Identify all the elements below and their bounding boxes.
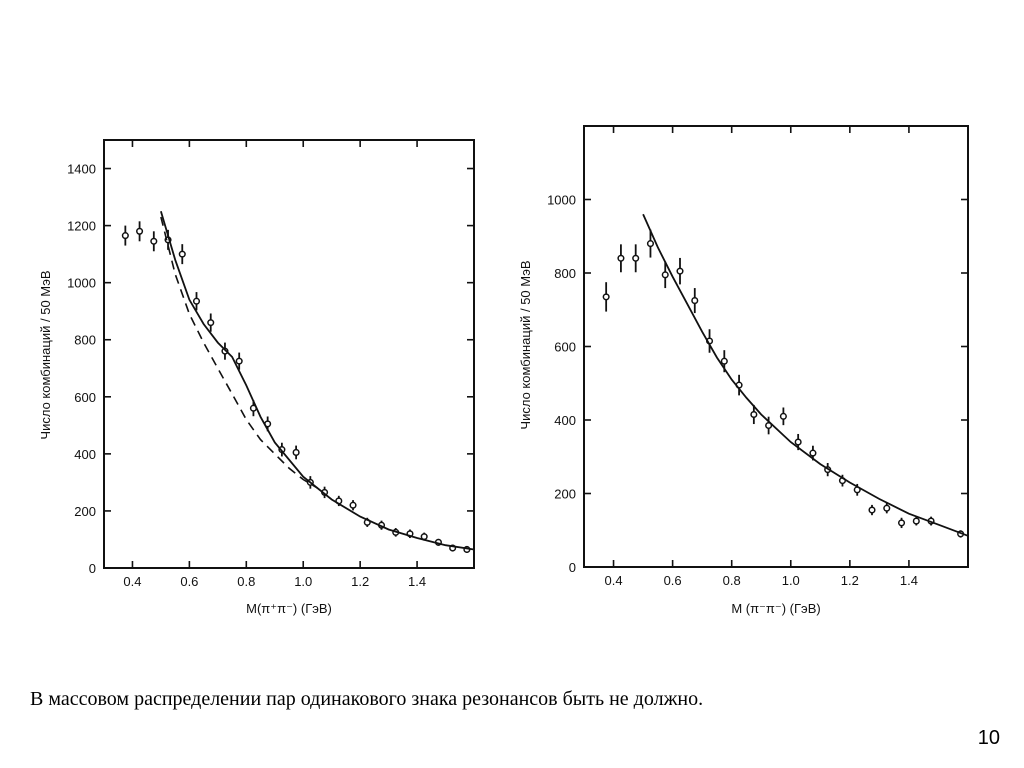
data-point [912, 517, 920, 525]
data-point [646, 240, 655, 248]
x-tick-label: 0.8 [723, 573, 741, 588]
solid-fit-curve [160, 211, 475, 551]
page-number: 10 [977, 727, 1000, 749]
chart-1: 0 200 400 600 800 1000 1200 1400 0.4 0.6 0.8 1.0 1.2… [38, 139, 475, 616]
data-point [207, 319, 215, 327]
y-tick-label: 400 [74, 447, 96, 462]
data-point [883, 504, 891, 512]
y-tick-label: 1400 [67, 162, 96, 177]
y-tick-label: 200 [74, 504, 96, 519]
y-tick-label: 200 [554, 487, 576, 502]
data-point [121, 232, 129, 240]
x-tick-label: 1.4 [408, 574, 426, 589]
charts-area: 0 200 400 600 800 1000 1200 1400 0.4 0.6 0.8 1.0 1.2… [38, 125, 969, 616]
x-axis-title: M(π⁺π⁻) (ГэВ) [246, 601, 332, 616]
data-point [136, 227, 144, 235]
data-point [349, 501, 357, 509]
y-tick-label: 400 [554, 413, 576, 428]
x-tick-label: 0.8 [237, 574, 255, 589]
x-tick-label: 1.2 [841, 573, 859, 588]
solid-fit-curve [642, 213, 969, 537]
plot-frame [103, 139, 475, 569]
data-point [794, 438, 802, 446]
data-point [809, 449, 817, 457]
y-tick-label: 600 [554, 340, 576, 355]
data-point [235, 357, 243, 365]
chart-2: 0 200 400 600 800 1000 0.4 0.6 0.8 1.0 1.2 1.4 M (π⁻… [518, 125, 969, 616]
x-tick-label: 1.2 [351, 574, 369, 589]
y-tick-label: 600 [74, 390, 96, 405]
x-tick-label: 1.4 [900, 573, 918, 588]
x-tick-label: 1.0 [294, 574, 312, 589]
data-point [868, 506, 876, 514]
data-point [150, 237, 158, 245]
data-point [221, 347, 229, 355]
slide-caption: В массовом распределении пар одинакового… [30, 688, 704, 710]
data-point [897, 519, 906, 527]
y-tick-label: 1000 [547, 193, 576, 208]
y-tick-label: 0 [89, 561, 96, 576]
data-point [661, 271, 669, 279]
data-point [292, 448, 300, 456]
x-axis-title: M (π⁻π⁻) (ГэВ) [731, 601, 820, 616]
data-point [617, 254, 625, 262]
y-tick-label: 1000 [67, 276, 96, 291]
x-tick-label: 0.4 [123, 574, 141, 589]
dashed-fit-curve [160, 216, 318, 489]
data-point [602, 293, 610, 301]
plot-frame [583, 125, 969, 568]
data-point [720, 357, 728, 365]
data-point [192, 297, 201, 305]
data-point [765, 421, 773, 430]
x-tick-label: 1.0 [782, 573, 800, 588]
x-tick-label: 0.6 [180, 574, 198, 589]
data-point [691, 297, 699, 305]
y-tick-label: 800 [554, 266, 576, 281]
x-tick-label: 0.4 [604, 573, 622, 588]
data-point [178, 250, 186, 258]
y-axis-title: Число комбинаций / 50 МэВ [38, 270, 53, 439]
y-tick-label: 0 [569, 560, 576, 575]
data-point [676, 267, 684, 275]
x-tick-label: 0.6 [664, 573, 682, 588]
data-point [632, 254, 640, 262]
data-point [779, 412, 787, 420]
data-point [750, 410, 758, 419]
y-axis-title: Число комбинаций / 50 МэВ [518, 260, 533, 429]
y-tick-label: 1200 [67, 219, 96, 234]
y-tick-label: 800 [74, 333, 96, 348]
